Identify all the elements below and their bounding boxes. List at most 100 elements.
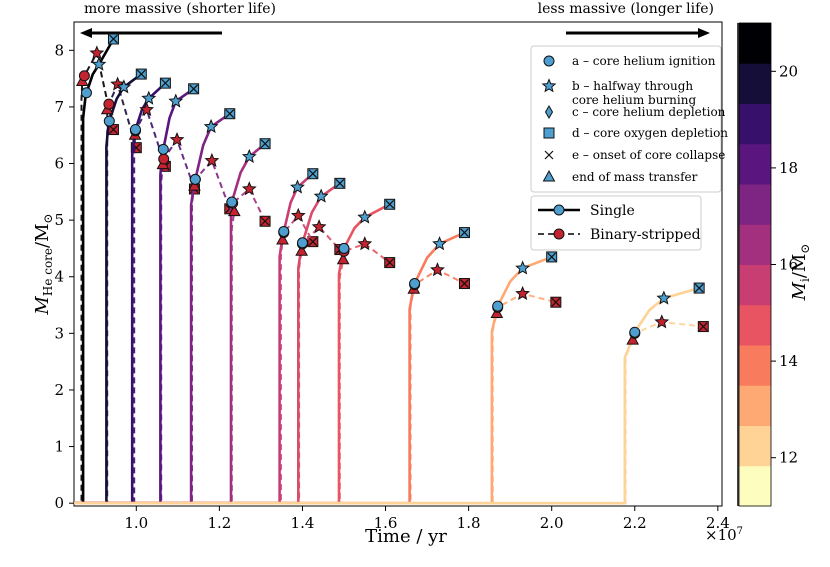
series-mi-16.5 [74,138,271,505]
annotation-right: less massive (longer life) [538,1,714,17]
single-track [74,82,167,505]
binary-end-mass-transfer-marker [295,244,308,256]
colorbar-label: Mi/M⊙ [789,244,812,302]
single-halfway-marker [313,188,329,203]
single-collapse-marker [189,84,199,94]
legend-marker-circle [543,55,555,67]
single-collapse-marker [460,228,469,238]
y-tick-label: 5 [54,211,64,229]
colorbar-band [739,385,771,426]
x-tick-label: 2.0 [540,514,564,532]
single-halfway-marker [357,209,373,224]
single-ignition-marker [296,237,308,249]
colorbar-tick-label: 20 [779,62,798,80]
colorbar-band [739,224,771,265]
binary-collapse-marker [385,258,395,268]
x-tick-label: 2.4 [706,514,730,532]
series-mi-16 [74,168,319,505]
series-mi-13 [74,251,562,505]
y-tick-label: 6 [54,155,64,173]
single-ignition-marker [157,143,169,155]
single-ignition-marker [189,173,201,185]
binary-halfway-marker [139,101,155,117]
legend-line-marker [553,204,565,216]
x-axis-label: Time / yr [365,526,447,547]
binary-track [74,187,266,505]
binary-halfway-marker [430,262,445,277]
binary-halfway-marker [241,181,257,196]
legend: a – core helium ignition b – halfway thro… [530,45,728,193]
binary-halfway-marker [169,131,185,147]
y-axis: 0 1 2 3 4 5 6 7 8 [54,41,74,512]
x-tick-label: 1.0 [124,514,148,532]
single-halfway-marker [116,79,132,94]
data-layer [74,33,709,505]
colorbar-band [739,103,771,145]
y-tick-label: 3 [54,324,64,342]
legend-marker-triangle [542,169,556,182]
binary-track [74,320,704,505]
single-track [74,172,314,505]
binary-collapse-marker [460,279,469,288]
single-halfway-marker [515,260,531,275]
legend-marker-star [541,78,557,93]
x-tick-label: 1.4 [291,514,315,532]
legend-box [530,45,722,193]
legend-label: c – core helium depletion [572,105,726,119]
single-ignition-marker [226,196,238,208]
y-tick-label: 2 [54,381,64,399]
binary-halfway-marker [357,236,373,251]
y-tick-label: 1 [54,438,64,456]
single-collapse-marker [385,199,395,209]
series-mi-14 [74,227,470,505]
y-tick-label: 4 [54,268,64,286]
binary-collapse-marker [551,297,561,307]
x-tick-label: 2.2 [623,514,647,532]
binary-end-mass-transfer-marker [276,232,289,245]
single-collapse-marker [225,109,235,119]
binary-ignition-marker [103,98,115,110]
y-axis-label: MHe core/M⊙ [32,213,55,315]
single-track [74,112,231,505]
colorbar-tick-label: 16 [779,256,798,274]
colorbar-edge [737,23,739,506]
binary-end-mass-transfer-marker [227,204,241,217]
binary-collapse-marker [698,322,708,331]
x-tick-label: 1.6 [374,514,398,532]
series-mi-18 [74,83,200,505]
series-mi-17 [74,108,236,505]
single-halfway-marker [141,90,157,105]
single-collapse-marker [694,283,704,293]
legend-marker-diamond [544,105,554,119]
colorbar-tick-label: 12 [779,449,798,467]
single-collapse-marker [335,178,345,188]
legend-lines: Single Binary-stripped [530,195,702,251]
colorbar-band [739,23,771,64]
binary-track [74,225,341,505]
legend-label: d – core oxygen depletion [572,126,728,140]
binary-track [74,107,167,505]
single-track [74,142,266,505]
legend-line-marker [553,228,565,240]
binary-halfway-marker [89,45,105,60]
single-halfway-marker [290,179,305,194]
colorbar-band [739,143,771,185]
colorbar-tick-label: 18 [779,159,798,177]
colorbar-band [739,304,771,346]
binary-halfway-marker [204,152,220,168]
single-collapse-marker [260,139,270,149]
legend-label: a – core helium ignition [572,54,716,68]
legend-line-label: Binary-stripped [590,227,701,243]
x-axis: 1.0 1.2 1.4 1.6 1.8 2.0 2.2 2.4 [124,506,730,532]
legend-label: e – onset of core collapse [572,148,725,162]
binary-collapse-marker [260,216,270,226]
single-collapse-marker [547,252,557,262]
single-ignition-marker [492,300,504,312]
single-ignition-marker [129,124,141,136]
colorbar-band [739,345,771,386]
colorbar-tick-label: 14 [779,352,798,370]
single-halfway-marker [91,56,107,71]
single-collapse-marker [136,69,146,79]
legend-marker-cross [544,150,554,160]
